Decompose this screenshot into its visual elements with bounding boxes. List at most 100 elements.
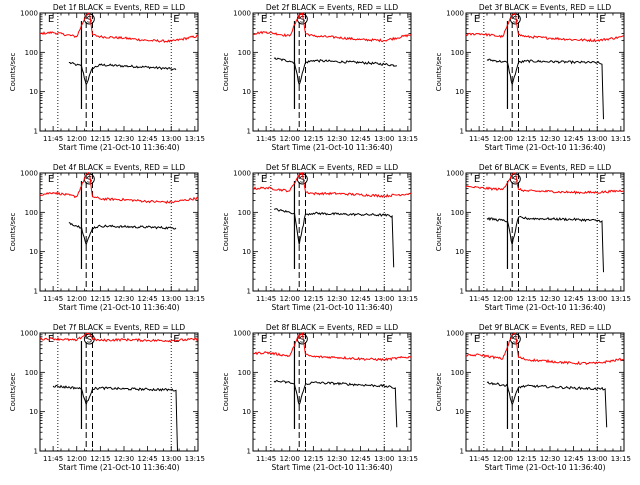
eclipse-start-label: E <box>48 14 54 25</box>
eclipse-end-label: E <box>599 14 605 25</box>
eclipse-start-label: E <box>48 174 54 185</box>
x-tick-label: 12:15 <box>516 135 536 143</box>
y-axis-label: Counts/sec <box>222 213 230 252</box>
x-tick-label: 12:15 <box>303 295 323 303</box>
saa-label: S <box>86 16 92 26</box>
y-axis-label: Counts/sec <box>222 53 230 92</box>
y-tick-label: 1000 <box>20 10 38 18</box>
panel-title: Det 6f BLACK = Events, RED = LLD <box>479 163 612 172</box>
events-series-line <box>486 381 608 428</box>
lld-series-line <box>465 11 625 43</box>
x-tick-label: 13:00 <box>374 455 394 463</box>
y-tick-label: 100 <box>238 369 251 377</box>
y-tick-label: 100 <box>451 209 464 217</box>
events-series-line <box>273 57 398 87</box>
x-tick-label: 12:15 <box>90 455 110 463</box>
x-tick-label: 12:30 <box>327 455 347 463</box>
x-tick-label: 11:45 <box>43 455 63 463</box>
y-tick-label: 1000 <box>233 330 251 338</box>
y-tick-label: 100 <box>25 369 38 377</box>
events-series-line <box>52 384 178 452</box>
y-tick-label: 10 <box>242 408 251 416</box>
eclipse-start-label: E <box>474 334 480 345</box>
lld-series-line <box>252 171 412 198</box>
x-tick-label: 12:45 <box>138 455 158 463</box>
plot-frame <box>465 172 625 292</box>
x-tick-label: 12:45 <box>564 295 584 303</box>
x-tick-label: 12:15 <box>303 135 323 143</box>
x-tick-label: 11:45 <box>43 135 63 143</box>
x-tick-label: 11:45 <box>256 455 276 463</box>
x-tick-label: 12:45 <box>138 135 158 143</box>
panel-title: Det 3f BLACK = Events, RED = LLD <box>479 3 612 12</box>
events-series-line <box>68 61 177 87</box>
x-tick-label: 13:00 <box>374 135 394 143</box>
x-tick-label: 12:00 <box>67 135 87 143</box>
x-tick-label: 11:45 <box>256 135 276 143</box>
saa-label: S <box>299 16 305 26</box>
y-axis-label: Counts/sec <box>9 53 17 92</box>
plot-frame <box>252 12 412 132</box>
x-tick-label: 11:45 <box>43 295 63 303</box>
eclipse-start-label: E <box>474 14 480 25</box>
y-tick-label: 1 <box>247 288 251 296</box>
y-tick-label: 10 <box>455 88 464 96</box>
events-series-line <box>273 379 398 428</box>
x-tick-label: 12:00 <box>280 455 300 463</box>
panel-title: Det 2f BLACK = Events, RED = LLD <box>266 3 399 12</box>
events-series-line <box>486 58 604 120</box>
x-tick-label: 13:15 <box>398 135 418 143</box>
x-tick-label: 12:45 <box>351 135 371 143</box>
saa-label: S <box>299 336 305 346</box>
x-tick-label: 12:45 <box>564 455 584 463</box>
y-axis-label: Counts/sec <box>435 53 443 92</box>
x-tick-label: 12:30 <box>540 135 560 143</box>
lld-series-line <box>252 332 412 362</box>
y-tick-label: 1000 <box>233 170 251 178</box>
saa-label: S <box>299 176 305 186</box>
y-axis-label: Counts/sec <box>9 213 17 252</box>
x-tick-label: 13:15 <box>398 295 418 303</box>
y-axis-label: Counts/sec <box>222 373 230 412</box>
x-tick-label: 12:00 <box>280 135 300 143</box>
lld-series-line <box>252 12 412 43</box>
plot-frame <box>39 172 199 292</box>
y-axis-label: Counts/sec <box>9 373 17 412</box>
x-tick-label: 11:45 <box>469 295 489 303</box>
panel-title: Det 7f BLACK = Events, RED = LLD <box>53 323 186 332</box>
plot-frame <box>252 332 412 452</box>
x-tick-label: 12:15 <box>303 455 323 463</box>
x-tick-label: 13:00 <box>161 295 181 303</box>
x-tick-label: 12:15 <box>516 455 536 463</box>
x-tick-label: 12:30 <box>540 295 560 303</box>
panel-9: Det 9f BLACK = Events, RED = LLD 1 10 100 10… <box>435 323 631 472</box>
x-tick-label: 12:30 <box>114 295 134 303</box>
x-tick-label: 13:00 <box>161 135 181 143</box>
x-tick-label: 11:45 <box>469 135 489 143</box>
events-series-line <box>273 208 395 268</box>
x-tick-label: 11:45 <box>469 455 489 463</box>
x-tick-label: 12:15 <box>516 295 536 303</box>
x-tick-label: 12:45 <box>351 455 371 463</box>
x-tick-label: 12:15 <box>90 295 110 303</box>
x-axis-label: Start Time (21-Oct-10 11:36:40) <box>484 463 605 472</box>
x-tick-label: 13:15 <box>185 135 205 143</box>
x-tick-label: 13:00 <box>374 295 394 303</box>
events-series-line <box>486 215 604 273</box>
y-tick-label: 10 <box>29 248 38 256</box>
x-tick-label: 13:00 <box>587 135 607 143</box>
panel-1: Det 1f BLACK = Events, RED = LLD 1 10 100 10… <box>9 3 205 152</box>
panel-3: Det 3f BLACK = Events, RED = LLD 1 10 100 10… <box>435 3 631 152</box>
x-axis-label: Start Time (21-Oct-10 11:36:40) <box>271 143 392 152</box>
plot-frame <box>39 332 199 452</box>
y-tick-label: 10 <box>29 408 38 416</box>
y-tick-label: 1 <box>247 448 251 456</box>
x-axis-label: Start Time (21-Oct-10 11:36:40) <box>484 303 605 312</box>
x-tick-label: 12:30 <box>114 455 134 463</box>
x-axis-label: Start Time (21-Oct-10 11:36:40) <box>58 303 179 312</box>
y-tick-label: 1 <box>34 128 38 136</box>
x-tick-label: 12:15 <box>90 135 110 143</box>
y-tick-label: 10 <box>242 248 251 256</box>
